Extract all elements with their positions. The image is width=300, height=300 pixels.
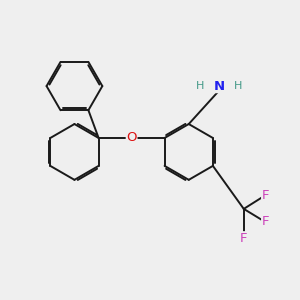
Text: H: H xyxy=(234,81,242,91)
Text: F: F xyxy=(240,232,247,245)
Text: H: H xyxy=(195,81,204,91)
Text: F: F xyxy=(262,189,269,202)
Text: O: O xyxy=(126,131,137,145)
Text: F: F xyxy=(262,215,269,228)
Text: N: N xyxy=(213,80,224,93)
